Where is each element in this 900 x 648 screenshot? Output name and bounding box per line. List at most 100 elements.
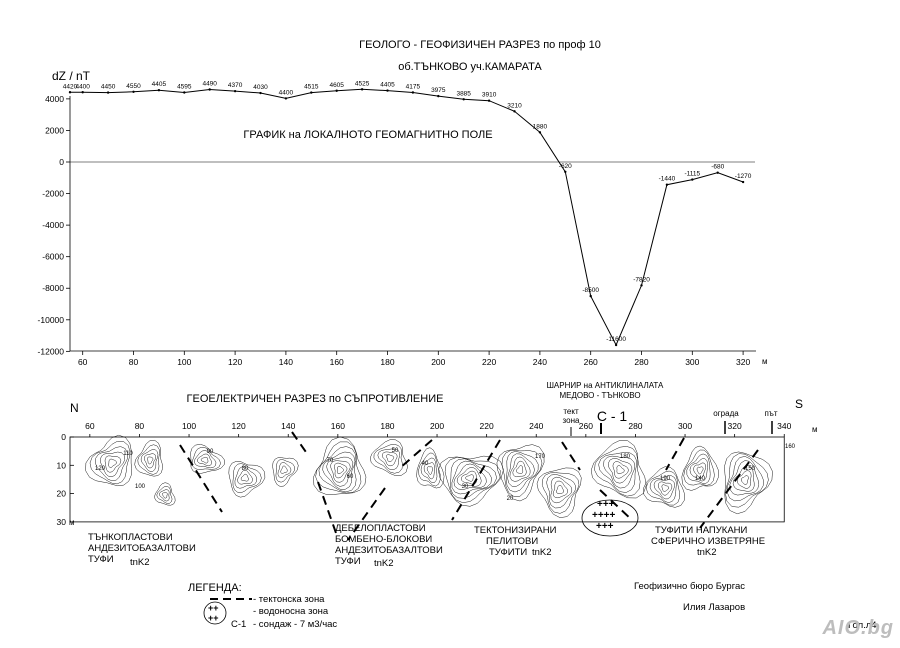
contour-line: [686, 453, 711, 484]
x-tick-label: 140: [279, 357, 293, 367]
unit-4-line-1: ТУФИТИ НАПУКАНИ: [655, 525, 748, 536]
main-title: ГЕОЛОГО - ГЕОФИЗИЧЕН РАЗРЕЗ по проф 10: [359, 39, 601, 51]
legend-water-zone-icon: [203, 601, 227, 625]
legend-plus-marks-2: ++: [208, 613, 219, 623]
contour-line: [154, 482, 176, 506]
contour-line: [137, 444, 160, 475]
contour-line: [426, 466, 433, 475]
section-x-tick-label: 240: [529, 421, 543, 431]
contour-line: [456, 467, 482, 487]
data-point: [233, 89, 237, 93]
tectonic-zone-line: [347, 487, 386, 541]
contour-line: [616, 465, 625, 475]
sheet-label: Гол.л4: [848, 620, 877, 631]
contour-label: 70: [327, 458, 334, 464]
contour-line: [159, 489, 170, 502]
water-zone-outline: [581, 499, 639, 537]
x-tick-label: 100: [177, 357, 191, 367]
contour-line: [505, 451, 539, 493]
data-point: [68, 91, 72, 94]
unit-1-line-3: ТУФИ: [88, 554, 114, 565]
section-y-tick-label: 0: [61, 432, 66, 442]
section-x-tick-label: 340: [777, 421, 791, 431]
section-x-tick-label: 100: [182, 421, 196, 431]
hinge-label-1: ШАРНИР на АНТИКЛИНАЛАТА: [547, 381, 664, 390]
data-point: [462, 98, 465, 101]
contour-label: 50: [392, 448, 399, 454]
contour-line: [438, 455, 504, 507]
contour-label: 100: [135, 484, 146, 490]
contour-label: 60: [347, 474, 354, 480]
fence-label: ограда: [713, 409, 739, 418]
unit-2-line-2: БОМБЕНО-БЛОКОВИ: [335, 534, 432, 545]
data-label: 4175: [406, 83, 421, 90]
contour-line: [234, 466, 258, 489]
contour-line: [608, 458, 633, 484]
unit-3-line-1: ТЕКТОНИЗИРАНИ: [474, 525, 557, 536]
legend-item-3: - сондаж - 7 м3/час: [253, 619, 337, 630]
y-tick-label: -4000: [42, 220, 64, 230]
y-tick-label: -6000: [42, 252, 64, 262]
contour-line: [322, 451, 356, 490]
contour-line: [512, 460, 527, 478]
data-label: -620: [559, 163, 572, 170]
tectonic-zone-line: [451, 439, 501, 521]
x-tick-label: 120: [228, 357, 242, 367]
contour-line: [516, 465, 524, 474]
tectonic-zone-label-2: зона: [563, 416, 580, 425]
contour-line: [313, 436, 367, 495]
tectonic-zone-line: [179, 444, 223, 513]
legend-well-symbol: С-1: [231, 619, 246, 630]
y-tick-label: 4000: [45, 94, 64, 104]
contour-line: [550, 476, 573, 504]
x-axis-unit-section: м: [812, 425, 818, 434]
north-label: N: [70, 401, 79, 415]
contour-line: [240, 473, 249, 482]
water-zone-marks-3: +++: [596, 521, 614, 532]
data-label: 4490: [202, 80, 217, 87]
data-label: -1270: [735, 173, 752, 180]
x-tick-label: 260: [584, 357, 598, 367]
data-point: [132, 90, 135, 93]
contour-line: [237, 469, 253, 485]
contour-line: [280, 465, 288, 474]
contour-line: [509, 456, 531, 482]
contour-line: [612, 461, 629, 479]
y-tick-label: -2000: [42, 189, 64, 199]
unit-3-line-2: ПЕЛИТОВИ: [486, 536, 538, 547]
data-label: 3910: [482, 92, 497, 99]
contour-line: [272, 457, 299, 487]
contour-line: [465, 474, 474, 482]
data-point: [386, 89, 389, 92]
well-label: С - 1: [597, 408, 628, 424]
contour-line: [191, 447, 221, 470]
unit-2-line-1: ДЕБЕЛОПЛАСТОВИ: [335, 523, 426, 534]
x-tick-label: 180: [380, 357, 394, 367]
contour-line: [507, 453, 535, 487]
contour-line: [318, 446, 357, 493]
contour-line: [689, 458, 709, 482]
y-tick-label: 0: [59, 157, 64, 167]
contour-line: [134, 439, 163, 477]
data-label: -8500: [582, 287, 599, 294]
x-tick-label: 280: [634, 357, 648, 367]
data-point: [259, 91, 262, 95]
x-tick-label: 80: [129, 357, 139, 367]
contour-line: [147, 456, 154, 465]
data-label: 1880: [533, 123, 548, 130]
legend-item-1: - тектонска зона: [253, 594, 325, 605]
contour-line: [423, 462, 435, 480]
section-y-tick-label: 20: [57, 489, 67, 499]
contour-line: [161, 492, 168, 499]
tectonic-zone-line: [599, 489, 633, 521]
contour-line: [501, 450, 543, 497]
author-label: Илия Лазаров: [683, 602, 745, 613]
data-point: [640, 284, 643, 287]
contour-line: [386, 454, 395, 463]
magnetic-field-chart: dZ / nT ГРАФИК на ЛОКАЛНОТО ГЕОМАГНИТНО …: [38, 69, 768, 367]
contour-line: [190, 443, 225, 474]
contour-line: [108, 458, 117, 468]
contour-line: [89, 441, 131, 485]
contour-line: [740, 475, 749, 485]
